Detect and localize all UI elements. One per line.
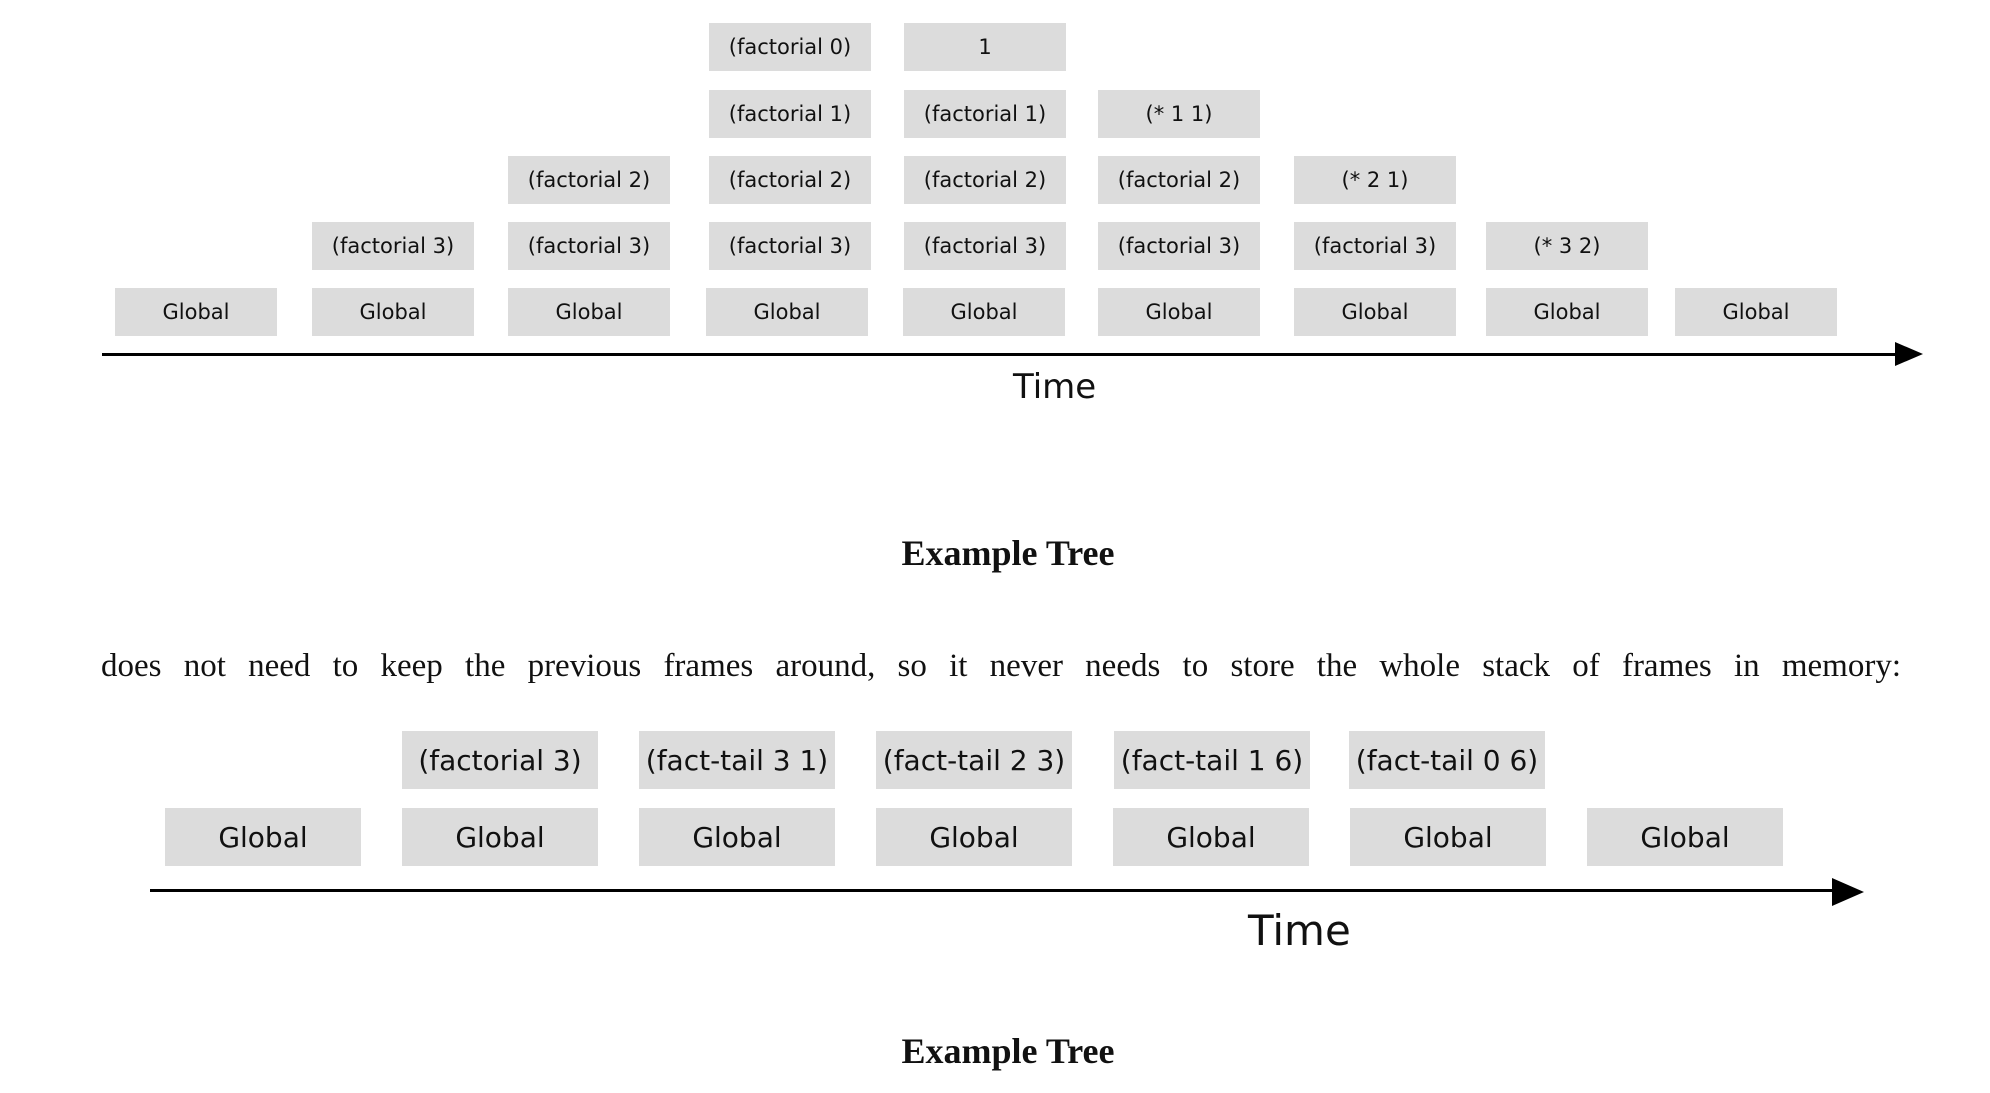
body-paragraph: does not need to keep the previous frame… [101, 648, 1901, 684]
stack-frame: (factorial 2) [904, 156, 1066, 204]
stack-frame: Global [312, 288, 474, 336]
stack-frame: Global [1486, 288, 1648, 336]
time-axis-label: Time [1013, 367, 1097, 407]
time-axis-arrowhead [1832, 878, 1864, 906]
time-axis-arrowhead [1895, 342, 1923, 366]
stack-frame: Global [1098, 288, 1260, 336]
stack-frame: 1 [904, 23, 1066, 71]
stack-frame: Global [706, 288, 868, 336]
stack-frame: Global [115, 288, 277, 336]
stack-frame: Global [402, 808, 598, 866]
stack-frame: (fact-tail 1 6) [1114, 731, 1310, 789]
stack-frame: Global [639, 808, 835, 866]
stack-frame: (* 3 2) [1486, 222, 1648, 270]
stack-frame: (fact-tail 3 1) [639, 731, 835, 789]
stack-frame: (* 2 1) [1294, 156, 1456, 204]
stack-frame: (factorial 3) [709, 222, 871, 270]
time-axis-line [102, 353, 1902, 356]
stack-frame: (factorial 2) [709, 156, 871, 204]
stack-frame: Global [1350, 808, 1546, 866]
stack-frame: Global [508, 288, 670, 336]
figure-caption: Example Tree [901, 533, 1115, 573]
stack-frame: (factorial 3) [1098, 222, 1260, 270]
stack-frame: (factorial 2) [1098, 156, 1260, 204]
stack-frame: (factorial 3) [904, 222, 1066, 270]
time-axis-line [150, 889, 1850, 892]
stack-frame: Global [876, 808, 1072, 866]
stack-frame: (factorial 3) [402, 731, 598, 789]
figure-caption: Example Tree [901, 1031, 1115, 1071]
stack-frame: (factorial 3) [508, 222, 670, 270]
stack-frame: Global [1587, 808, 1783, 866]
stack-frame: (* 1 1) [1098, 90, 1260, 138]
stack-frame: Global [903, 288, 1065, 336]
stack-frame: (factorial 3) [1294, 222, 1456, 270]
stack-frame: Global [1675, 288, 1837, 336]
stack-frame: (factorial 1) [709, 90, 871, 138]
time-axis-label: Time [1248, 906, 1351, 955]
stack-frame: (factorial 1) [904, 90, 1066, 138]
stack-frame: (fact-tail 2 3) [876, 731, 1072, 789]
stack-frame: (factorial 0) [709, 23, 871, 71]
stack-frame: Global [1294, 288, 1456, 336]
stack-frame: (factorial 2) [508, 156, 670, 204]
stack-frame: Global [165, 808, 361, 866]
stack-frame: Global [1113, 808, 1309, 866]
stack-frame: (factorial 3) [312, 222, 474, 270]
stack-frame: (fact-tail 0 6) [1349, 731, 1545, 789]
